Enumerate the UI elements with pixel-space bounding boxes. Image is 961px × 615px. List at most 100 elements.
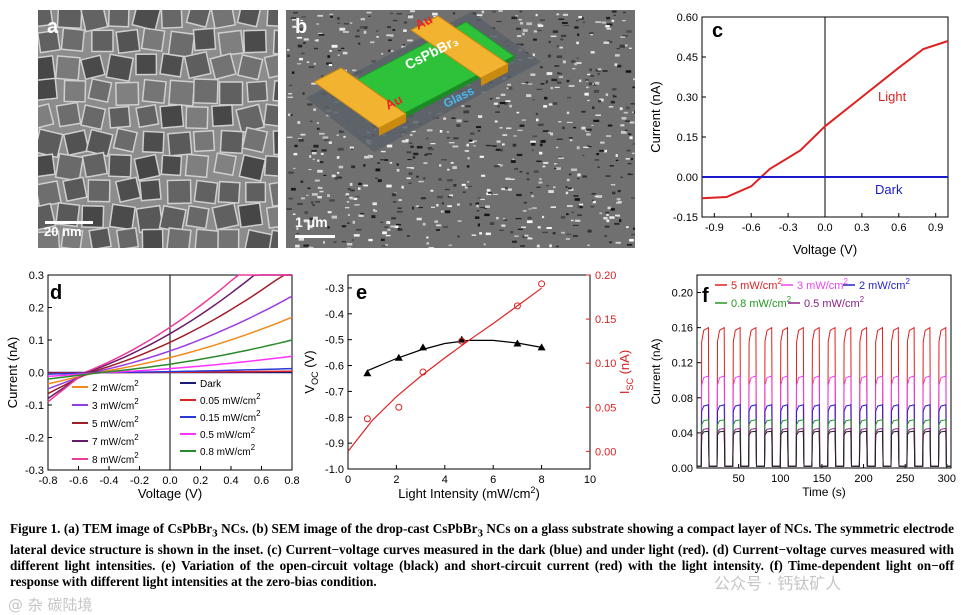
sem-grain: [423, 162, 428, 164]
panel-label-b: b: [295, 16, 308, 38]
x-axis-title: Voltage (V): [793, 242, 857, 257]
sem-grain: [582, 175, 587, 178]
sem-grain: [344, 207, 350, 209]
series-line: [697, 326, 951, 467]
sem-grain: [594, 81, 600, 85]
sem-grain: [296, 36, 303, 39]
sem-grain: [436, 224, 442, 227]
nanocube: [60, 27, 86, 53]
sem-grain: [632, 111, 635, 113]
sem-grain: [532, 99, 535, 101]
sem-grain: [306, 194, 309, 196]
sem-grain: [312, 158, 315, 160]
sem-grain: [452, 166, 457, 170]
sem-grain: [609, 241, 613, 244]
sem-grain: [590, 34, 594, 36]
sem-grain: [416, 145, 423, 149]
sem-grain: [380, 150, 386, 153]
sem-grain: [584, 130, 590, 132]
sem-grain: [337, 147, 344, 151]
sem-grain: [450, 162, 454, 164]
legend-label: 3 mW/cm2: [92, 397, 139, 412]
sem-grain: [396, 168, 400, 172]
nanocube: [80, 104, 107, 131]
series-line: [47, 274, 292, 403]
sem-grain: [548, 190, 554, 193]
sem-grain: [528, 208, 532, 210]
voc-point: [457, 335, 466, 343]
sem-grain: [556, 45, 559, 48]
sem-grain: [496, 140, 501, 143]
sem-grain: [395, 223, 401, 226]
sem-grain: [542, 130, 549, 133]
sem-grain: [311, 82, 317, 85]
sem-grain: [616, 201, 622, 204]
sem-grain: [409, 142, 413, 144]
sem-grain: [505, 100, 511, 102]
nanocube: [268, 229, 278, 248]
sem-grain: [559, 72, 563, 75]
x-tick-label: 0.0: [162, 475, 177, 487]
sem-grain: [602, 70, 608, 72]
sem-grain: [620, 36, 626, 38]
sem-grain: [441, 202, 444, 205]
sem-grain: [300, 19, 304, 21]
y-tick-label-right: 0.05: [595, 402, 616, 414]
sem-grain: [596, 195, 603, 198]
sem-grain: [297, 203, 303, 205]
sem-grain: [552, 102, 558, 105]
y-tick-label: -0.2: [25, 433, 44, 445]
sem-grain: [484, 213, 490, 217]
y-tick-label: 0.60: [677, 12, 698, 24]
sem-grain: [313, 47, 318, 50]
sem-grain: [474, 216, 480, 219]
nanocube: [141, 228, 164, 248]
sem-grain: [605, 93, 609, 97]
sem-grain: [601, 21, 607, 24]
tem-scale-bar: [45, 221, 93, 224]
nanocube: [236, 54, 264, 81]
sem-grain: [498, 10, 503, 12]
sem-grain: [609, 216, 615, 219]
nanocube: [209, 52, 237, 81]
sem-grain: [350, 189, 355, 192]
sem-grain: [520, 43, 524, 46]
sem-grain: [527, 216, 532, 220]
sem-grain: [418, 206, 423, 209]
sem-grain: [294, 144, 298, 148]
sem-grain: [530, 140, 536, 144]
y-axis-title-left: VOC (V): [302, 350, 320, 393]
nanocube: [79, 54, 106, 81]
legend-label: Dark: [200, 379, 222, 390]
sem-grain: [508, 86, 513, 90]
sem-grain: [619, 44, 625, 48]
nanocube: [219, 129, 245, 155]
sem-grain: [389, 161, 393, 164]
sem-grain: [565, 186, 568, 189]
nanocube: [135, 53, 158, 76]
sem-grain: [471, 234, 477, 236]
nanocube: [217, 228, 240, 248]
sem-grain: [457, 235, 460, 238]
sem-grain: [359, 212, 365, 215]
sem-grain: [360, 18, 366, 21]
sem-grain: [500, 164, 503, 167]
device-inset: CsPbBr₃ Au Au Glass: [306, 11, 541, 152]
sem-grain: [525, 81, 529, 84]
sem-grain: [347, 214, 350, 216]
nanocube: [54, 152, 84, 182]
sem-grain: [587, 229, 592, 233]
sem-grain: [597, 68, 602, 71]
y-tick-label: -0.1: [25, 400, 44, 412]
sem-grain: [399, 228, 403, 231]
sem-grain: [574, 26, 579, 29]
sem-grain: [617, 201, 622, 203]
sem-grain: [397, 227, 401, 231]
sem-grain: [521, 226, 527, 228]
sem-grain: [550, 35, 557, 38]
sem-grain: [330, 15, 333, 18]
legend-label: 0.05 mW/cm2: [200, 392, 261, 407]
sem-grain: [306, 61, 310, 63]
panel-label-e: e: [356, 282, 367, 304]
sem-grain: [412, 206, 415, 210]
